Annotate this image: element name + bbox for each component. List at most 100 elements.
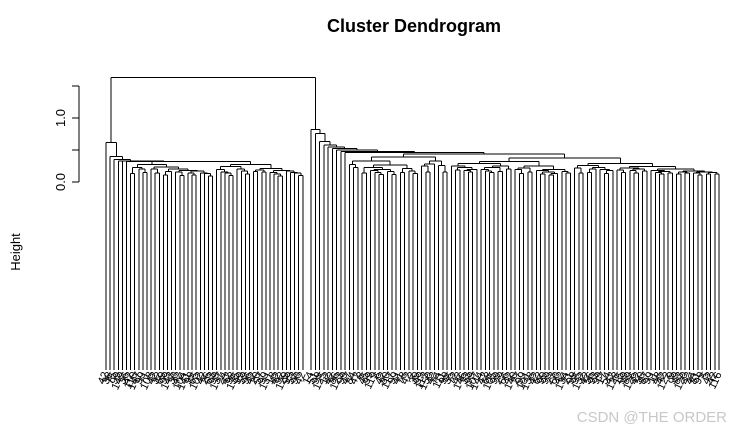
leaf-label: 74 [428,370,444,386]
leaf-label: 42 [653,370,669,386]
leaf-label: 80 [377,370,393,386]
leaf-label: 42 [292,370,308,386]
leaf-label: 78 [394,370,410,386]
leaf-label: 42 [424,370,440,386]
leaf-label: 54 [598,370,614,386]
leaf-label: 99 [437,370,453,386]
leaf-label: 99 [360,370,376,386]
leaf-label: 99 [280,370,296,386]
leaf-label: 48 [649,370,665,386]
leaf-label: 59 [235,370,251,386]
leaf-label: 42 [628,370,644,386]
leaf-label: 47 [339,370,355,386]
leaf-label: 99 [256,370,272,386]
leaf-label: 99 [309,370,325,386]
leaf-label: 42 [577,370,593,386]
leaf-label: 83 [670,370,686,386]
leaf-label: 75 [104,370,120,386]
leaf-label: 71 [137,370,153,386]
leaf-label: 27 [509,370,525,386]
leaf-label: 44 [683,370,699,386]
leaf-label: 93 [585,370,601,386]
leaf-label: 62 [530,370,546,386]
leaf-label: 99 [157,370,173,386]
leaf-label: 72 [445,370,461,386]
leaf-label: 21 [560,370,576,386]
leaf-label: 99 [641,370,657,386]
leaf-label: 99 [133,370,149,386]
leaf-label: 42 [145,370,161,386]
leaf-label: 35 [441,370,457,386]
leaf-label: 57 [251,370,267,386]
leaf-label: 84 [343,370,359,386]
y-tick-label: 1.0 [53,109,68,127]
leaf-label: 42 [602,370,618,386]
leaf-label: 15 [611,370,627,386]
leaf-label: 42 [243,370,259,386]
leaf-label: 56 [581,370,597,386]
leaf-label: 92 [272,370,288,386]
leaf-label: 2 [405,370,418,381]
watermark: CSDN @THE ORDER [577,409,727,426]
leaf-label: 99 [692,370,708,386]
leaf-label: 90 [288,370,304,386]
leaf-label: 42 [373,370,389,386]
leaf-label: 42 [96,370,112,386]
leaf-label: 41 [390,370,406,386]
leaf-label: 36 [116,370,132,386]
leaf-label: 53 [284,370,300,386]
leaf-label: 42 [347,370,363,386]
leaf-label: 30 [165,370,181,386]
leaf-label: 11 [645,370,661,385]
leaf-label: 9 [665,370,678,381]
leaf-label: 51 [305,370,321,386]
leaf-label: 81 [687,370,703,386]
leaf-label: 99 [386,370,402,386]
leaf-label: 42 [700,370,716,386]
leaf-label: 32 [149,370,165,386]
leaf-label: 99 [488,370,504,386]
leaf-label: 39 [407,370,423,386]
leaf-label: 50 [632,370,648,386]
leaf-label: 42 [526,370,542,386]
leaf-label: 68 [479,370,495,386]
leaf-label: 12 [318,370,334,386]
leaf-label: 69 [153,370,169,386]
leaf-label: 42 [194,370,210,386]
leaf-label: 42 [551,370,567,386]
leaf-label: 14 [301,370,317,386]
leaf-label: 89 [619,370,635,386]
leaf-label: 20 [247,370,263,386]
leaf-label: 42 [704,370,720,386]
leaf-label: 18 [264,370,280,386]
leaf-label: 99 [462,370,478,386]
leaf-label: 99 [666,370,682,386]
leaf-label: 33 [458,370,474,386]
leaf-label: 42 [449,370,465,386]
leaf-label: 17 [594,370,610,386]
leaf-label: 42 [679,370,695,386]
leaf-label: 42 [475,370,491,386]
leaf-label: 42 [120,370,136,386]
leaf-label: 23 [543,370,559,386]
leaf-label: 99 [615,370,631,386]
leaf-label: 98 [223,370,239,386]
leaf-label: 99 [564,370,580,386]
leaf-label: 99 [411,370,427,386]
leaf-label: 29 [492,370,508,386]
leaf-label: 99 [534,370,550,386]
leaf-label: 87 [636,370,652,386]
leaf-label: 99 [206,370,222,386]
chart-title: Cluster Dendrogram [327,16,501,36]
leaf-label: 99 [590,370,606,386]
leaf-label: 24 [215,370,231,386]
dendrogram-tree [105,77,720,370]
leaf-label: 60 [547,370,563,386]
leaf-label: 42 [219,370,235,386]
leaf-label: 42 [500,370,516,386]
leaf-label: 42 [322,370,338,386]
leaf-label: 42 [169,370,185,386]
leaf-label: 66 [496,370,512,386]
leaf-label: 63 [202,370,218,386]
